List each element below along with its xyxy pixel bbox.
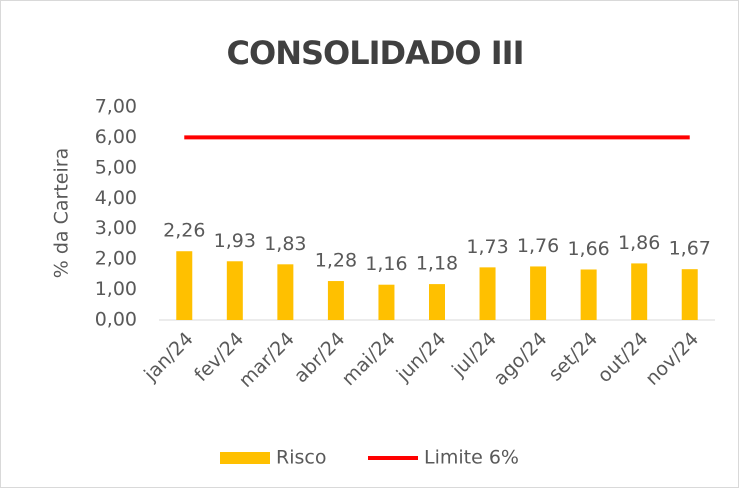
bar	[530, 266, 547, 320]
data-label: 1,16	[365, 253, 407, 275]
y-tick-label: 6,00	[95, 126, 137, 148]
data-label: 1,76	[517, 235, 559, 257]
legend-swatch	[220, 452, 270, 464]
data-label: 1,67	[669, 238, 711, 260]
data-label: 1,18	[416, 253, 458, 275]
bar	[479, 267, 496, 320]
chart-title: CONSOLIDADO III	[227, 34, 524, 72]
data-label: 1,28	[315, 250, 357, 272]
bar	[226, 261, 243, 320]
data-label: 1,83	[264, 233, 306, 255]
data-label: 1,86	[618, 232, 660, 254]
y-tick-label: 5,00	[95, 156, 137, 178]
bar	[631, 263, 648, 320]
bar	[176, 251, 193, 320]
legend-label: Limite 6%	[424, 447, 519, 469]
y-tick-label: 7,00	[95, 96, 137, 118]
bar	[277, 264, 294, 320]
bar	[378, 284, 395, 320]
legend-label: Risco	[276, 447, 326, 469]
data-label: 1,66	[567, 238, 609, 260]
y-axis-label: % da Carteira	[51, 148, 73, 278]
y-tick-label: 0,00	[95, 309, 137, 331]
bar	[681, 269, 698, 320]
data-label: 2,26	[163, 220, 205, 242]
data-label: 1,73	[466, 236, 508, 258]
bar	[580, 269, 597, 320]
y-tick-label: 2,00	[95, 248, 137, 270]
bar	[429, 284, 445, 320]
y-tick-label: 1,00	[95, 278, 137, 300]
y-tick-label: 3,00	[95, 217, 137, 239]
y-tick-label: 4,00	[95, 187, 137, 209]
bar	[327, 281, 344, 320]
data-label: 1,93	[214, 230, 256, 252]
